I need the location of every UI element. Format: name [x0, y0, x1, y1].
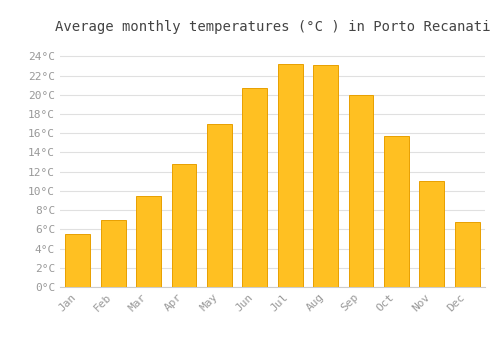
Bar	[278, 64, 302, 287]
Bar	[242, 88, 267, 287]
Bar	[348, 95, 374, 287]
Bar	[136, 196, 161, 287]
Bar	[420, 181, 444, 287]
Bar	[455, 222, 479, 287]
Bar	[207, 124, 232, 287]
Bar	[313, 65, 338, 287]
Bar	[100, 220, 126, 287]
Title: Average monthly temperatures (°C ) in Porto Recanati: Average monthly temperatures (°C ) in Po…	[55, 20, 490, 34]
Bar	[172, 164, 196, 287]
Bar	[384, 136, 409, 287]
Bar	[66, 234, 90, 287]
